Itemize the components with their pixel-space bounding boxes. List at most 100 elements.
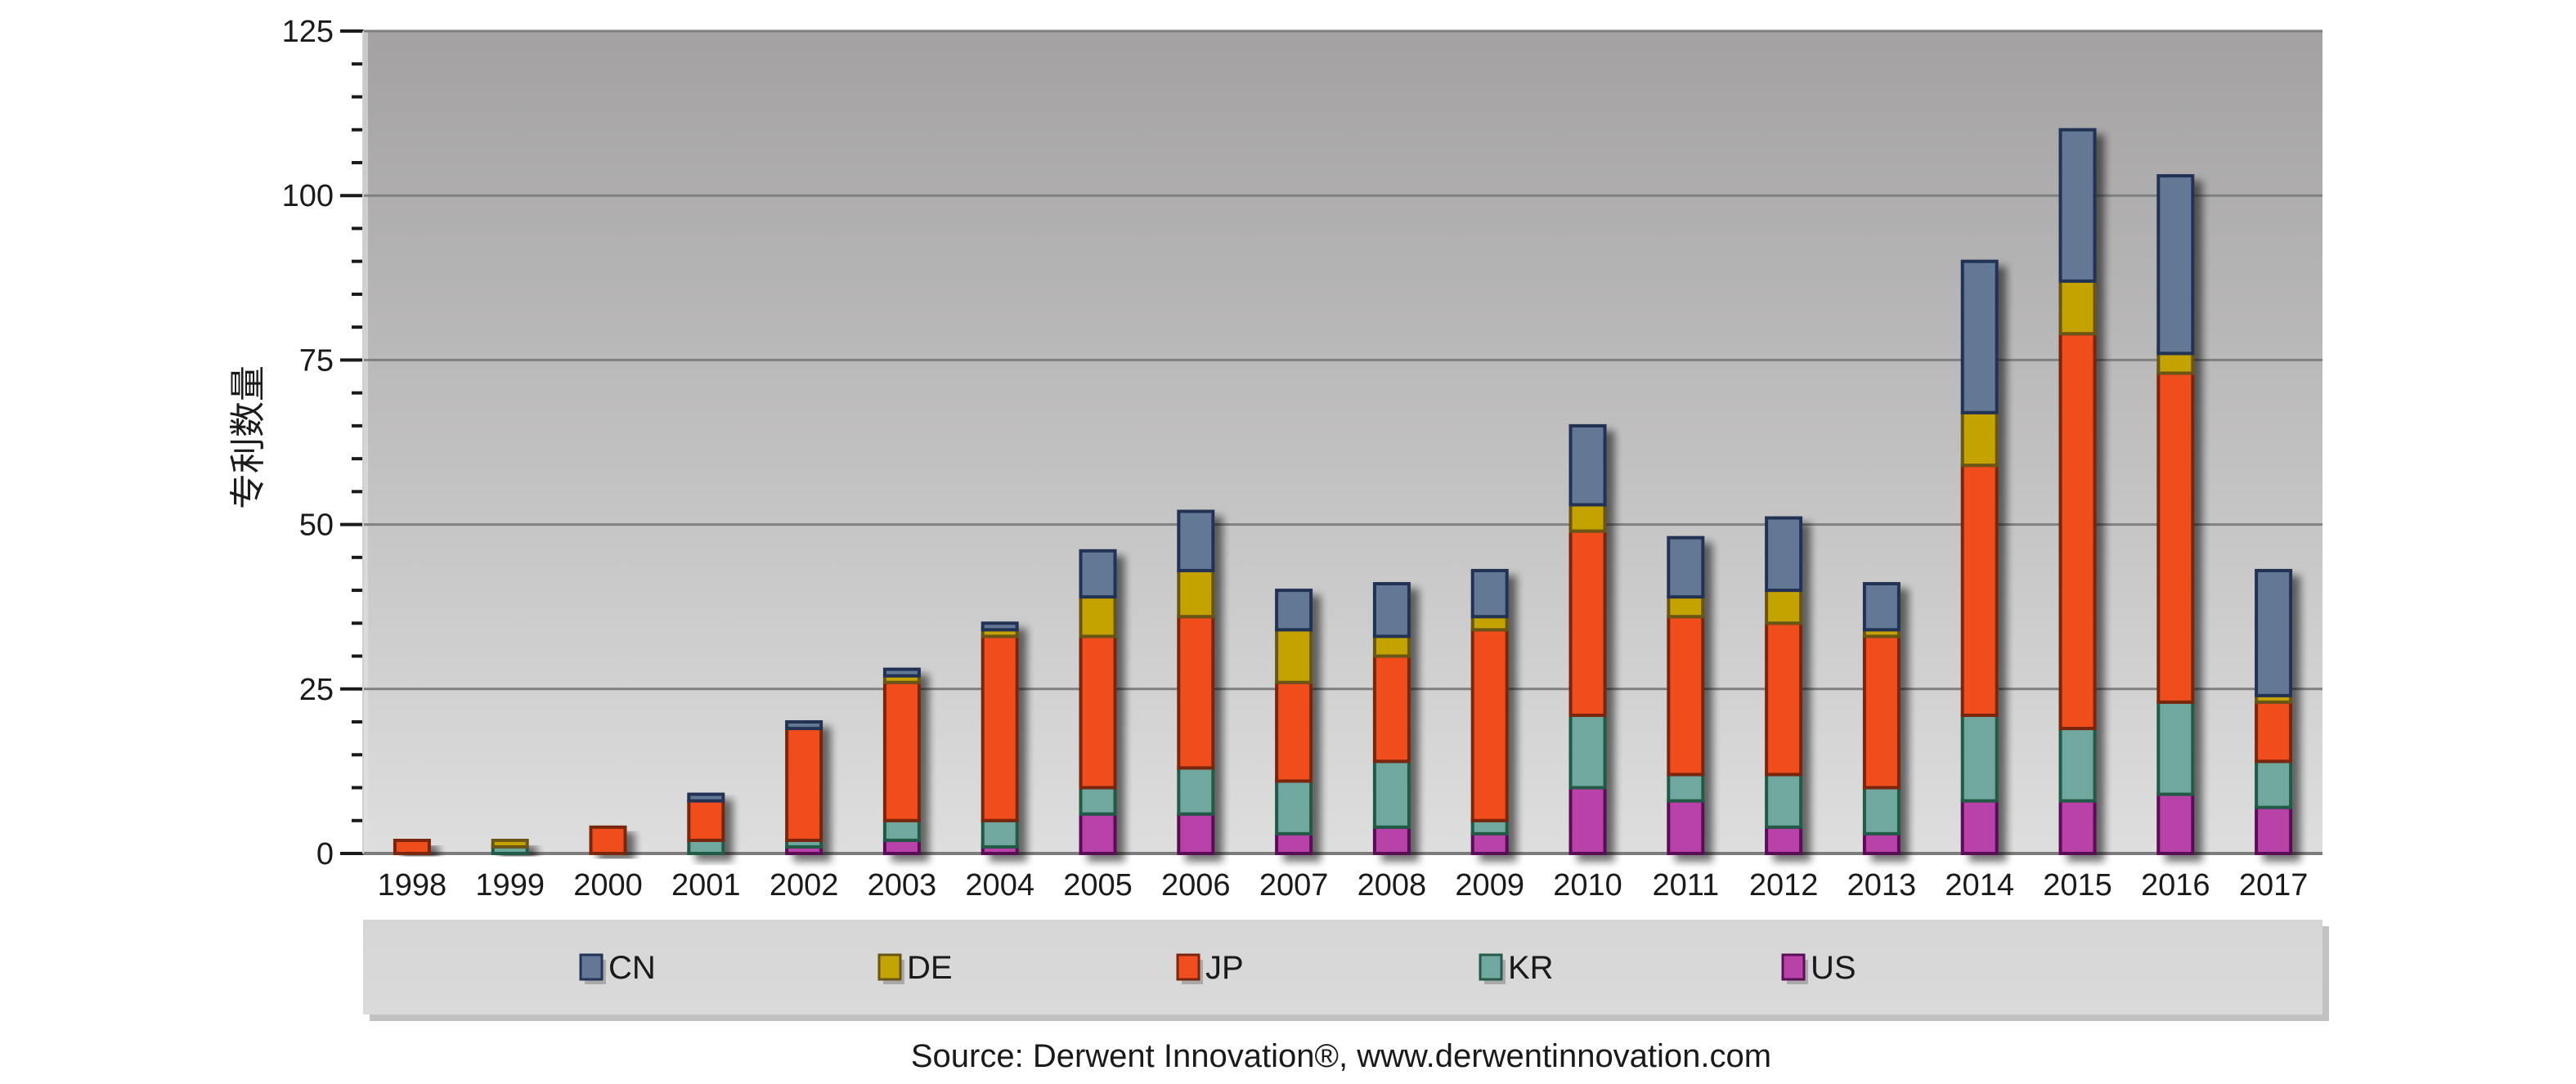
x-tick-label: 2016 [2141, 868, 2210, 903]
bar-segment-kr-2013 [1862, 786, 1901, 835]
bar-segment-cn-2016 [2156, 174, 2195, 356]
bar-stack-2006 [1177, 509, 1215, 855]
bar-segment-jp-2007 [1275, 680, 1313, 783]
bar-segment-us-2011 [1667, 799, 1705, 856]
bar-segment-cn-2012 [1765, 516, 1803, 593]
bar-segment-jp-2012 [1765, 621, 1803, 777]
bar-stack-2001 [687, 792, 725, 856]
x-tick-label: 2015 [2043, 868, 2112, 903]
x-tick-label: 1999 [475, 868, 545, 903]
bar-segment-cn-2014 [1960, 259, 1999, 414]
bar-segment-cn-2007 [1275, 589, 1313, 632]
bar-stack-2017 [2255, 568, 2293, 855]
legend-label: DE [907, 950, 953, 986]
legend-swatch-kr [1479, 953, 1503, 981]
bar-segment-de-2015 [2058, 279, 2097, 336]
bar-segment-cn-2006 [1177, 509, 1215, 572]
bar-segment-us-2005 [1079, 812, 1117, 855]
bar-segment-cn-2011 [1667, 535, 1705, 599]
bar-stack-2009 [1470, 568, 1509, 856]
bar-segment-us-2015 [2058, 799, 2097, 856]
bar-segment-jp-2000 [589, 825, 627, 855]
bar-segment-jp-2013 [1862, 634, 1901, 790]
legend-item-kr: KR [1479, 950, 1554, 986]
bar-segment-de-2016 [2156, 352, 2195, 375]
y-tick-label: 100 [282, 179, 334, 213]
bar-segment-us-2013 [1862, 831, 1901, 856]
x-tick-label: 2008 [1358, 868, 1427, 903]
y-tick-label: 50 [299, 508, 334, 543]
x-axis: 1998 1999 2000 2001 2002 2003 2004 2005 2006 2007… [378, 868, 2309, 903]
legend-item-jp: JP [1176, 950, 1244, 986]
bar-segment-cn-2001 [687, 792, 725, 803]
bar-segment-de-2009 [1470, 615, 1509, 632]
legend-item-us: US [1781, 950, 1856, 986]
bar-stack-1998 [393, 838, 431, 856]
y-axis: 0 25 50 75 100 125 [282, 15, 364, 871]
bar-segment-jp-2002 [785, 727, 824, 842]
bar-segment-de-2008 [1372, 634, 1411, 658]
legend-item-de: DE [877, 950, 953, 986]
x-tick-label: 2002 [770, 868, 839, 903]
bar-stack-2011 [1667, 535, 1705, 856]
y-axis-title: 专利数量 [227, 365, 269, 509]
bar-segment-de-2012 [1765, 589, 1803, 625]
plot-background [363, 31, 2322, 853]
bar-segment-de-2006 [1177, 568, 1215, 619]
y-tick-label: 0 [316, 837, 334, 871]
bar-segment-us-2017 [2255, 805, 2293, 855]
bar-segment-de-2005 [1079, 595, 1117, 638]
bar-segment-kr-2011 [1667, 773, 1705, 803]
bar-segment-jp-2017 [2255, 700, 2293, 764]
bar-stack-2008 [1372, 582, 1411, 855]
bar-segment-kr-2009 [1470, 818, 1509, 835]
bar-stack-2004 [981, 621, 1019, 856]
bar-stack-2012 [1765, 516, 1803, 855]
bar-segment-cn-2004 [981, 621, 1019, 632]
legend-label: CN [608, 950, 656, 986]
bar-segment-kr-2017 [2255, 759, 2293, 809]
bar-segment-kr-2010 [1568, 713, 1607, 790]
bar-segment-de-1999 [491, 838, 529, 849]
bar-segment-jp-2001 [687, 799, 725, 842]
bar-segment-jp-1998 [393, 838, 431, 856]
bar-segment-cn-2005 [1079, 549, 1117, 599]
legend-box [363, 920, 2322, 1015]
bar-stack-2003 [882, 667, 921, 856]
bar-segment-kr-2001 [687, 838, 725, 856]
bar-segment-cn-2009 [1470, 568, 1509, 619]
bar-segment-kr-2004 [981, 818, 1019, 849]
x-tick-label: 2004 [965, 868, 1034, 903]
bar-segment-kr-2006 [1177, 766, 1215, 816]
x-tick-label: 2003 [868, 868, 937, 903]
x-tick-label: 2000 [573, 868, 643, 903]
bar-segment-jp-2009 [1470, 628, 1509, 822]
x-tick-label: 2005 [1063, 868, 1133, 903]
bar-segment-jp-2005 [1079, 634, 1117, 790]
y-tick-label: 25 [299, 673, 334, 707]
bar-segment-cn-2015 [2058, 128, 2097, 283]
bar-segment-us-2003 [882, 838, 921, 856]
bar-segment-jp-2016 [2156, 371, 2195, 704]
bar-segment-kr-2008 [1372, 759, 1411, 829]
x-tick-label: 2007 [1259, 868, 1329, 903]
bars [393, 128, 2293, 856]
bar-segment-de-2011 [1667, 595, 1705, 619]
legend-swatch-us [1781, 953, 1806, 981]
bar-segment-us-2009 [1470, 831, 1509, 856]
x-tick-label: 2001 [671, 868, 741, 903]
bar-segment-kr-2005 [1079, 786, 1117, 816]
bar-segment-de-2007 [1275, 628, 1313, 684]
x-tick-label: 2013 [1847, 868, 1917, 903]
bar-segment-kr-2014 [1960, 713, 1999, 803]
legend-label: JP [1205, 950, 1244, 986]
bar-stack-2007 [1275, 589, 1313, 856]
legend-swatch-de [877, 953, 902, 981]
x-tick-label: 2012 [1749, 868, 1819, 903]
x-tick-label: 2017 [2239, 868, 2309, 903]
bar-stack-2015 [2058, 128, 2097, 856]
legend-swatch-cn [579, 953, 604, 981]
bar-segment-cn-2003 [882, 667, 921, 678]
bar-stack-2005 [1079, 549, 1117, 855]
